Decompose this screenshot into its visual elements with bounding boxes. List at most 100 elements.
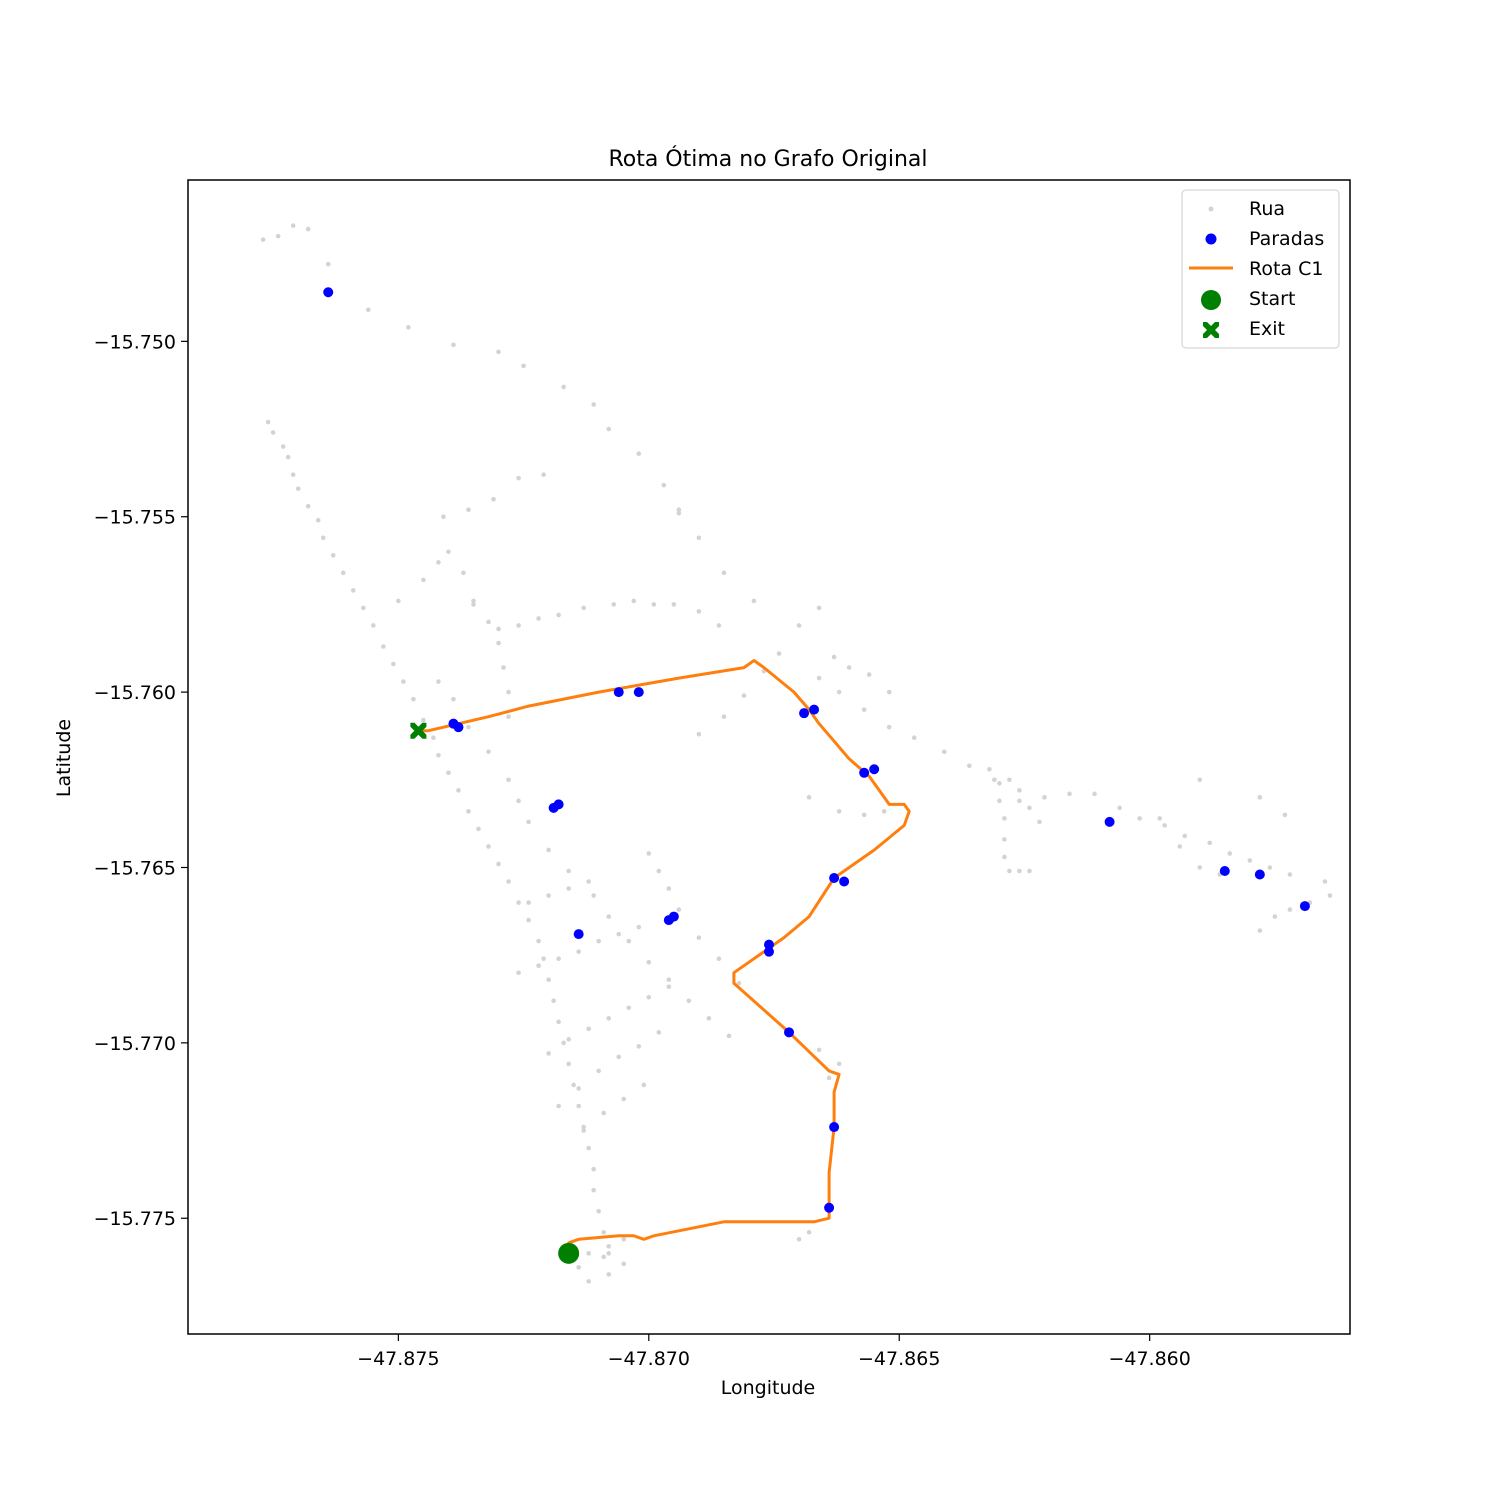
- parada-point: [869, 764, 880, 775]
- rua-point: [1287, 872, 1293, 877]
- rua-point: [646, 994, 652, 1000]
- parada-point: [839, 876, 850, 887]
- rua-point: [741, 693, 747, 698]
- rua-point: [471, 598, 476, 604]
- rua-point: [421, 577, 426, 583]
- rua-point: [646, 851, 652, 856]
- rua-point: [636, 1044, 642, 1049]
- rua-point: [305, 226, 311, 232]
- rua-point: [881, 809, 887, 814]
- rua-point: [551, 998, 556, 1004]
- parada-point: [784, 1027, 795, 1038]
- rua-point: [471, 602, 476, 607]
- rua-point: [436, 679, 441, 684]
- rua-point: [636, 451, 642, 456]
- parada-point: [573, 929, 584, 940]
- rua-point: [576, 1103, 581, 1109]
- rua-point: [270, 430, 276, 435]
- rua-point: [275, 233, 281, 239]
- rua-point: [826, 1075, 832, 1081]
- rua-point: [601, 1229, 607, 1235]
- rua-point: [541, 956, 546, 961]
- rua-point: [776, 651, 782, 656]
- rua-point: [636, 924, 642, 930]
- start-marker: [558, 1242, 580, 1264]
- rua-point: [806, 795, 812, 800]
- parada-point: [809, 704, 820, 715]
- rua-point: [1002, 837, 1007, 842]
- rua-point: [1157, 816, 1162, 821]
- rua-point: [836, 1061, 842, 1067]
- rua-point: [1017, 868, 1022, 874]
- exit-marker: [410, 722, 427, 739]
- rua-point: [516, 798, 521, 804]
- rua-point: [606, 1272, 612, 1277]
- rua-point: [671, 602, 677, 607]
- rua-point: [436, 752, 441, 758]
- rua-point: [536, 938, 541, 944]
- x-tick-label: −47.875: [357, 1348, 439, 1370]
- rua-point: [816, 1047, 822, 1053]
- rua-point: [886, 724, 892, 730]
- rua-point: [516, 623, 521, 628]
- rua-point: [1197, 865, 1203, 870]
- rua-point: [586, 1145, 591, 1151]
- rua-point: [751, 598, 757, 604]
- rua-point: [631, 598, 637, 604]
- rua-point: [571, 1082, 576, 1088]
- y-tick-label: −15.755: [94, 507, 176, 529]
- rua-point: [546, 847, 551, 853]
- rua-point: [992, 777, 997, 783]
- rua-point: [606, 426, 612, 432]
- rua-point: [716, 956, 722, 961]
- rua-point: [1002, 816, 1007, 821]
- rua-point: [1017, 788, 1022, 793]
- rua-point: [576, 1265, 581, 1270]
- rua-point: [260, 237, 266, 242]
- rua-point: [1007, 777, 1012, 783]
- rua-point: [646, 959, 652, 965]
- rua-point: [586, 1026, 591, 1032]
- rua-point: [581, 1124, 586, 1130]
- rua-point: [285, 454, 291, 460]
- rua-point: [1257, 795, 1263, 800]
- legend: Rua Paradas Rota C1 Start Exit: [1181, 189, 1340, 349]
- parada-point: [323, 287, 334, 298]
- parada-point: [764, 939, 774, 950]
- rua-point: [1257, 928, 1263, 933]
- parada-point: [1299, 901, 1310, 912]
- rua-point: [546, 893, 551, 898]
- rua-point: [1327, 893, 1333, 898]
- rua-point: [796, 623, 802, 628]
- legend-start-marker: [1201, 290, 1221, 310]
- rua-point: [606, 1251, 612, 1256]
- rua-point: [1207, 840, 1213, 846]
- y-tick-label: −15.750: [94, 331, 176, 353]
- rua-point: [661, 482, 667, 488]
- rua-point: [576, 1086, 581, 1091]
- rua-point: [616, 931, 622, 937]
- rua-point: [987, 766, 992, 772]
- rua-point: [441, 514, 446, 520]
- x-tick-label: −47.865: [858, 1348, 940, 1370]
- x-tick-label: −47.870: [608, 1348, 690, 1370]
- rua-point: [861, 707, 867, 712]
- legend-exit-label: Exit: [1249, 318, 1285, 340]
- rua-point: [566, 868, 571, 874]
- rua-point: [411, 696, 416, 702]
- rua-point: [486, 619, 491, 625]
- parada-point: [553, 799, 564, 810]
- legend-rua-marker: [1208, 206, 1214, 212]
- rua-point: [421, 717, 426, 723]
- rua-point: [721, 714, 727, 719]
- rua-point: [431, 735, 436, 741]
- rua-point: [831, 654, 837, 660]
- rua-point: [621, 1096, 627, 1102]
- rua-point: [886, 689, 892, 695]
- rua-point: [696, 609, 702, 614]
- rua-point: [621, 1236, 627, 1242]
- rua-point: [706, 1016, 712, 1021]
- rua-point: [526, 819, 531, 825]
- rua-point: [596, 1068, 602, 1074]
- rua-point: [586, 879, 591, 884]
